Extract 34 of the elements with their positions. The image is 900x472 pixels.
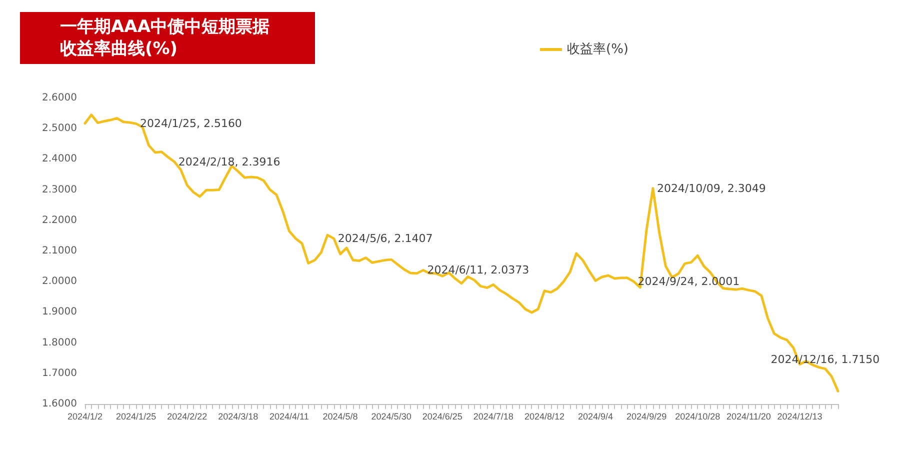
y-tick-label: 2.2000 (42, 214, 77, 226)
x-tick-label: 2024/4/11 (270, 412, 309, 422)
y-tick-label: 1.9000 (42, 306, 77, 318)
x-tick-label: 2024/11/20 (726, 412, 771, 422)
x-tick-label: 2024/1/25 (116, 412, 156, 422)
data-label: 2024/10/09, 2.3049 (656, 182, 766, 195)
x-tick-label: 2024/9/4 (578, 412, 614, 422)
x-tick-label: 2024/3/18 (218, 412, 258, 422)
y-tick-label: 1.8000 (42, 337, 77, 348)
x-tick-label: 2024/1/2 (67, 412, 103, 422)
y-tick-label: 1.7000 (42, 368, 77, 379)
x-tick-label: 2024/5/30 (371, 412, 412, 422)
line-series (84, 114, 840, 392)
x-tick-label: 2024/12/13 (777, 412, 822, 422)
y-tick-label: 2.1000 (42, 246, 77, 256)
data-label: 2024/1/25, 2.5160 (140, 117, 242, 130)
y-tick-label: 2.3000 (42, 184, 77, 196)
y-tick-label: 2.0000 (42, 276, 77, 288)
x-tick-label: 2024/6/25 (422, 412, 462, 422)
y-tick-label: 2.4000 (42, 154, 77, 165)
legend-label: 收益率(%) (567, 41, 628, 57)
x-tick-label: 2024/9/29 (626, 412, 667, 422)
chart-title: 一年期AAA中债中短期票据收益率曲线(%) (60, 17, 270, 59)
x-tick-label: 2024/2/22 (167, 412, 208, 422)
y-tick-label: 1.6000 (42, 398, 77, 410)
x-tick-label: 2024/8/12 (524, 412, 564, 422)
data-label: 2024/2/18, 2.3916 (178, 155, 280, 168)
data-label: 2024/6/11, 2.0373 (427, 264, 530, 277)
x-tick-label: 2024/5/8 (322, 412, 358, 422)
y-tick-label: 2.6000 (42, 92, 77, 104)
x-tick-label: 2024/10/28 (675, 412, 720, 422)
data-label: 2024/5/6, 2.1407 (338, 232, 433, 246)
x-tick-label: 2024/7/18 (473, 412, 514, 422)
y-tick-label: 2.5000 (42, 123, 77, 134)
